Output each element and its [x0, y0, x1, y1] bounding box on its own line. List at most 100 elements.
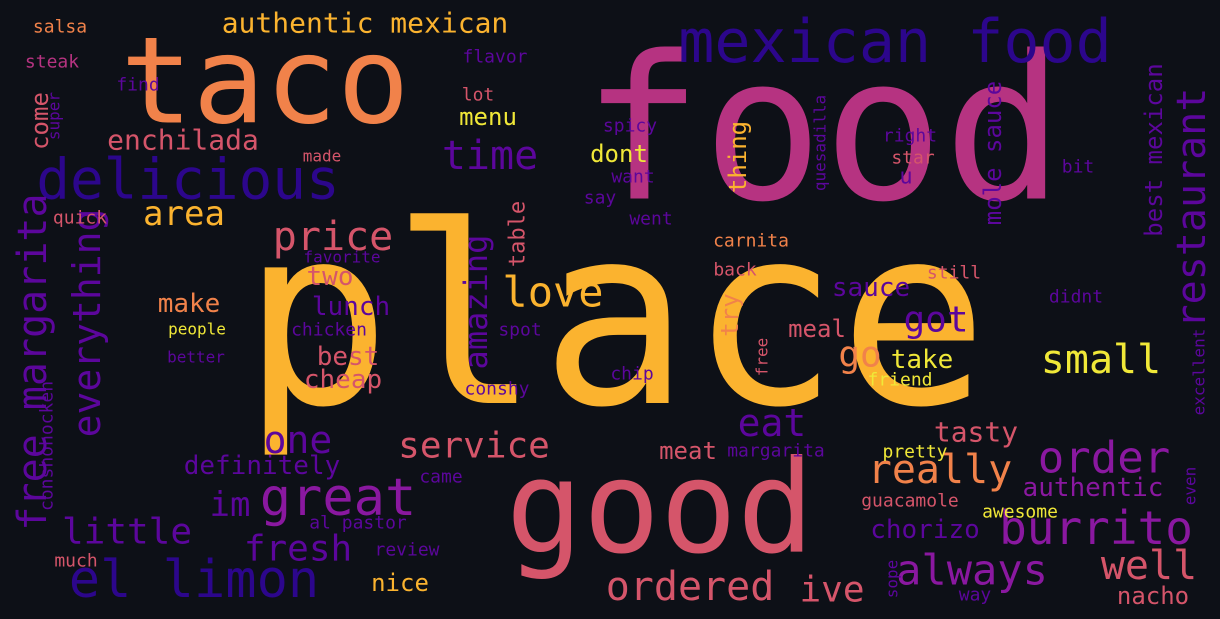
cloud-word-really: really [868, 447, 1013, 493]
cloud-word-ive: ive [799, 570, 864, 611]
cloud-word-say: say [584, 188, 617, 209]
cloud-word-well: well [1101, 543, 1197, 589]
cloud-word-ordered: ordered [606, 564, 775, 610]
cloud-word-carnita: carnita [713, 231, 789, 252]
cloud-word-price: price [273, 214, 393, 260]
cloud-word-take: take [891, 345, 954, 375]
cloud-word-free: free [753, 338, 772, 377]
cloud-word-el-limon: el limon [69, 550, 319, 610]
cloud-word-lot: lot [462, 85, 495, 106]
cloud-word-small: small [1041, 337, 1161, 383]
cloud-word-best: best [317, 342, 380, 372]
cloud-word-little: little [62, 512, 192, 553]
cloud-word-table: table [506, 201, 531, 267]
cloud-word-always: always [896, 546, 1048, 595]
cloud-word-awesome: awesome [982, 502, 1058, 523]
cloud-word-service: service [398, 426, 550, 467]
cloud-word-back: back [713, 260, 757, 281]
cloud-word-much: much [54, 551, 97, 572]
cloud-word-authentic: authentic [1023, 473, 1164, 503]
cloud-word-food: food [582, 14, 1064, 247]
cloud-word-good: good [506, 434, 814, 583]
cloud-word-pretty: pretty [882, 442, 947, 463]
cloud-word-eat: eat [738, 401, 807, 445]
cloud-word-nacho: nacho [1117, 582, 1189, 610]
cloud-word-way: way [959, 585, 992, 606]
cloud-word-al-pastor: al pastor [309, 513, 407, 534]
cloud-word-restaurant: restaurant [1169, 88, 1215, 329]
cloud-word-want: want [611, 167, 654, 188]
cloud-word-come: come [26, 92, 54, 150]
cloud-word-go: go [838, 335, 881, 376]
cloud-word-chicken: chicken [291, 320, 367, 341]
cloud-word-enchilada: enchilada [107, 124, 259, 157]
cloud-word-one: one [264, 418, 333, 462]
cloud-word-authentic-mexican: authentic mexican [222, 7, 509, 40]
cloud-word-definitely: definitely [184, 451, 341, 481]
cloud-word-right: right [883, 126, 937, 147]
cloud-word-mole-sauce: mole sauce [979, 81, 1007, 226]
cloud-word-thing: thing [724, 121, 752, 193]
cloud-word-make: make [158, 289, 221, 319]
cloud-word-fresh: fresh [244, 529, 352, 570]
cloud-word-quick: quick [53, 208, 107, 229]
cloud-word-place: place [242, 174, 989, 462]
cloud-word-got: got [903, 300, 968, 341]
cloud-word-time: time [442, 133, 538, 179]
cloud-word-burrito: burrito [999, 501, 1193, 555]
cloud-word-area: area [143, 194, 225, 234]
cloud-word-tasty: tasty [934, 416, 1018, 449]
cloud-word-sauce: sauce [832, 273, 910, 303]
cloud-word-nice: nice [371, 569, 429, 597]
cloud-word-went: went [629, 209, 672, 230]
cloud-word-free-margarita: free margarita [10, 193, 56, 530]
cloud-word-lunch: lunch [312, 292, 390, 322]
cloud-word-review: review [374, 540, 439, 561]
cloud-word-margarita: margarita [727, 441, 825, 462]
cloud-word-everything: everything [65, 209, 109, 438]
cloud-word-find: find [116, 75, 159, 96]
cloud-word-chorizo: chorizo [870, 515, 980, 545]
cloud-word-taco: taco [121, 13, 410, 152]
cloud-word-better: better [167, 348, 225, 367]
cloud-word-im: im [210, 485, 251, 525]
cloud-word-great: great [260, 468, 417, 528]
cloud-word-flavor: flavor [462, 47, 527, 68]
cloud-word-meat: meat [659, 437, 717, 465]
cloud-word-conshy: conshy [464, 379, 529, 400]
cloud-word-salsa: salsa [33, 17, 87, 38]
cloud-word-excellent: excellent [1190, 329, 1209, 416]
cloud-word-guacamole: guacamole [861, 491, 959, 512]
cloud-word-came: came [419, 467, 462, 488]
cloud-word-steak: steak [25, 52, 79, 73]
cloud-word-quesadilla: quesadilla [811, 95, 830, 191]
cloud-word-sope: sope [883, 560, 902, 599]
cloud-word-even: even [1181, 467, 1200, 506]
cloud-word-star: star [891, 148, 935, 169]
cloud-word-dont: dont [590, 140, 648, 168]
cloud-word-cheap: cheap [304, 365, 382, 395]
cloud-word-amazing: amazing [457, 235, 495, 370]
cloud-word-delicious: delicious [36, 148, 339, 213]
cloud-word-spot: spot [498, 320, 541, 341]
cloud-word-u: u [899, 165, 912, 190]
cloud-word-menu: menu [459, 103, 517, 131]
cloud-word-conshohocken: conshohocken [37, 381, 58, 511]
cloud-word-two: two [307, 262, 354, 292]
cloud-word-people: people [168, 320, 226, 339]
cloud-word-didnt: didnt [1049, 287, 1103, 308]
cloud-word-best-mexican: best mexican [1140, 63, 1168, 236]
cloud-word-try: try [716, 293, 744, 336]
cloud-word-meal: meal [788, 315, 846, 343]
cloud-word-friend: friend [867, 370, 932, 391]
cloud-word-mexican-food: mexican food [678, 7, 1111, 77]
cloud-word-chip: chip [610, 364, 653, 385]
cloud-word-favorite: favorite [303, 248, 380, 267]
cloud-word-love: love [502, 268, 603, 317]
cloud-word-still: still [927, 263, 981, 284]
cloud-word-order: order [1038, 433, 1170, 484]
cloud-word-bit: bit [1062, 157, 1095, 178]
cloud-word-spicy: spicy [603, 116, 657, 137]
